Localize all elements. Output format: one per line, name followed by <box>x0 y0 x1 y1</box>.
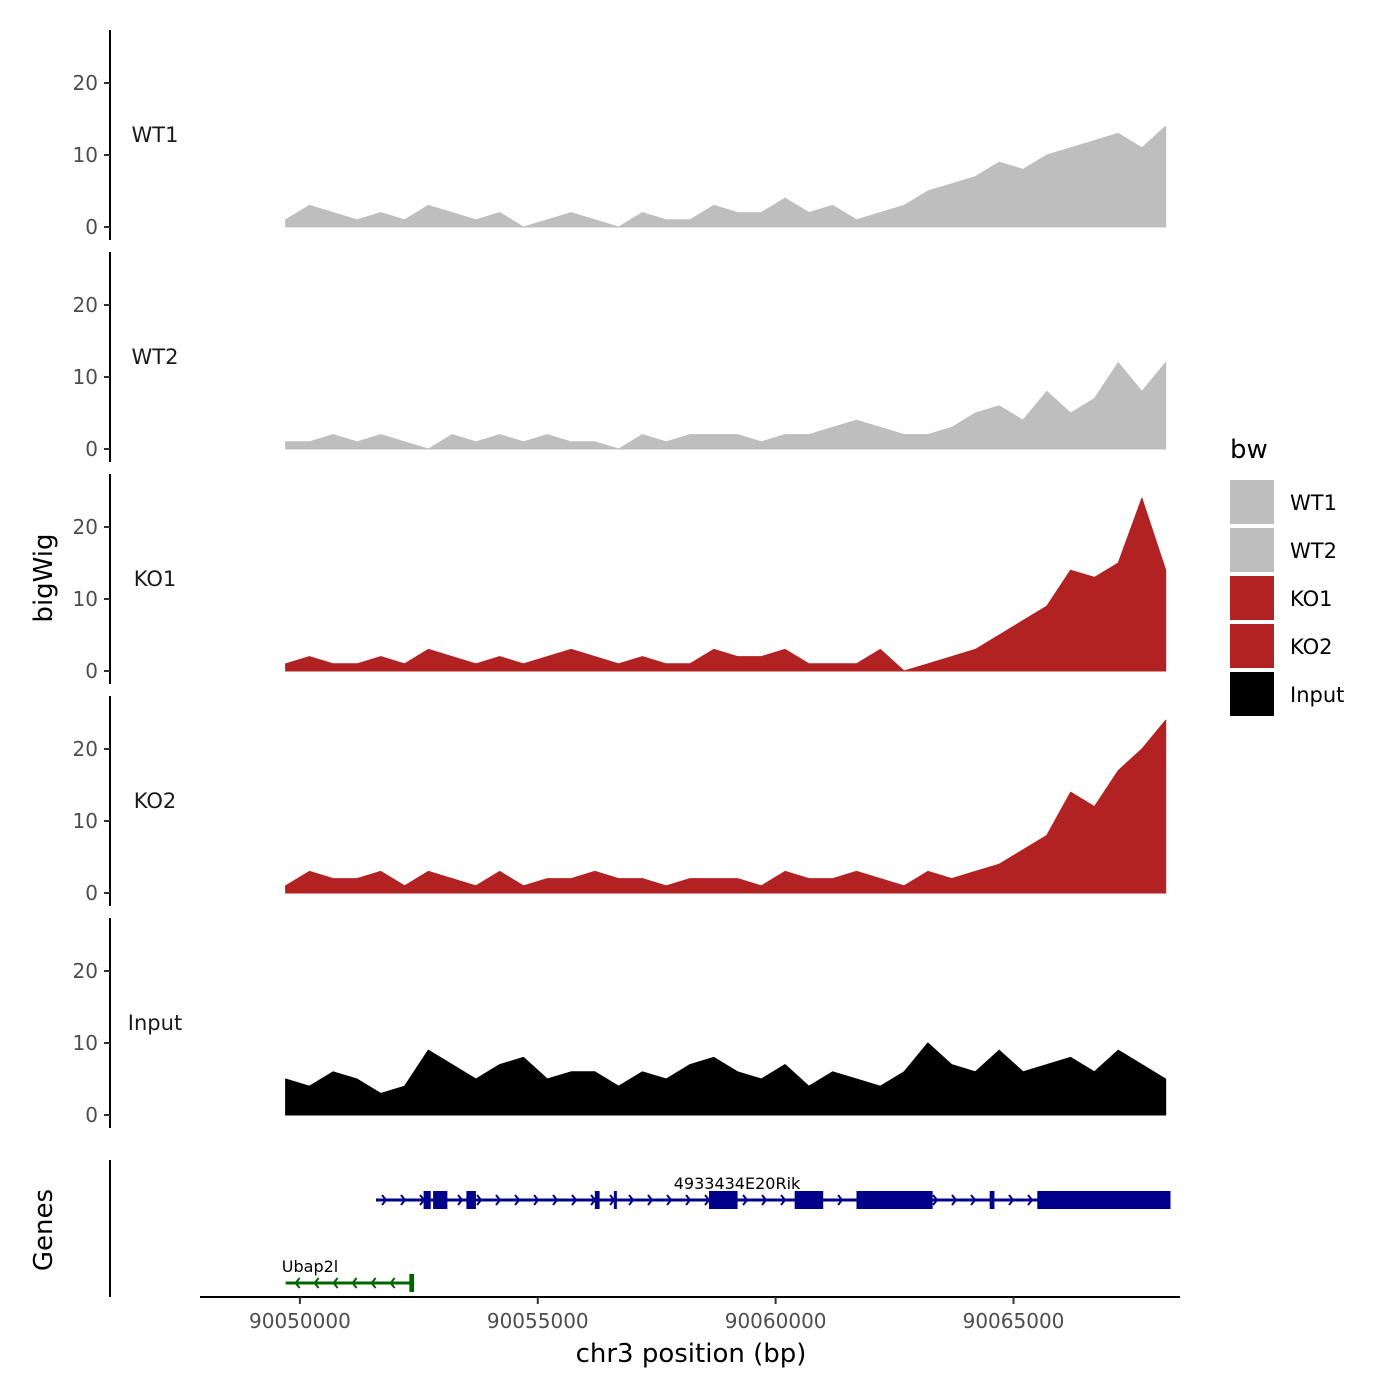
strand-arrow <box>951 1194 958 1206</box>
track-panel-wt2: 0 10 20 WT2 <box>73 252 1167 462</box>
x-tick-label: 90060000 <box>725 1309 827 1333</box>
y-tick-label: 0 <box>85 881 98 905</box>
y-tick-label: 20 <box>73 737 98 761</box>
y-tick-label: 20 <box>73 959 98 983</box>
gene-exon <box>989 1191 995 1209</box>
strand-arrow <box>400 1194 407 1206</box>
strand-arrow <box>514 1194 521 1206</box>
legend-title: bw <box>1230 435 1268 465</box>
legend-key-wt1 <box>1230 480 1274 524</box>
gene-model-ubap2l: Ubap2l <box>282 1257 415 1292</box>
legend-key-ko2 <box>1230 624 1274 668</box>
y-tick-label: 10 <box>73 365 98 389</box>
strand-arrow <box>313 1277 320 1289</box>
legend: bw WT1 WT2 KO1 KO2 Input <box>1230 435 1344 716</box>
track-panel-wt1: 0 10 20 WT1 <box>73 30 1167 240</box>
strand-arrow <box>571 1194 578 1206</box>
y-tick-label: 20 <box>73 71 98 95</box>
gene-exon <box>613 1191 617 1209</box>
strand-arrow <box>742 1194 749 1206</box>
legend-label-ko1: KO1 <box>1290 587 1333 611</box>
strand-arrow <box>457 1194 464 1206</box>
x-tick-label: 90065000 <box>963 1309 1065 1333</box>
x-axis-title: chr3 position (bp) <box>576 1339 807 1369</box>
y-tick-label: 0 <box>85 1103 98 1127</box>
track-panel-ko1: 0 10 20 KO1 <box>73 474 1167 684</box>
gene-exon <box>594 1191 600 1209</box>
strand-arrow <box>552 1194 559 1206</box>
strand-arrow <box>389 1277 396 1289</box>
strand-arrow <box>628 1194 635 1206</box>
track-panel-input: 0 10 20 Input <box>73 918 1167 1128</box>
strand-arrow <box>1027 1194 1034 1206</box>
strand-arrow <box>647 1194 654 1206</box>
legend-label-wt2: WT2 <box>1290 539 1337 563</box>
y-tick-label: 10 <box>73 143 98 167</box>
strand-arrow <box>533 1194 540 1206</box>
y-tick-label: 10 <box>73 587 98 611</box>
strand-arrow <box>685 1194 692 1206</box>
strand-arrow <box>1008 1194 1015 1206</box>
legend-key-ko1 <box>1230 576 1274 620</box>
gene-exon <box>856 1191 933 1209</box>
y-tick-label: 0 <box>85 659 98 683</box>
gene-exon <box>709 1191 738 1209</box>
strand-arrow <box>476 1194 483 1206</box>
strand-arrow <box>780 1194 787 1206</box>
strand-arrow <box>381 1194 388 1206</box>
gene-label: Ubap2l <box>282 1257 338 1276</box>
strand-arrow <box>351 1277 358 1289</box>
coverage-area-ko2 <box>285 719 1167 894</box>
legend-key-wt2 <box>1230 528 1274 572</box>
legend-label-ko2: KO2 <box>1290 635 1333 659</box>
y-tick-label: 0 <box>85 437 98 461</box>
gene-exon <box>423 1191 431 1209</box>
track-label-wt2: WT2 <box>132 345 179 369</box>
strand-arrow <box>370 1277 377 1289</box>
x-tick-label: 90055000 <box>487 1309 589 1333</box>
y-tick-label: 10 <box>73 809 98 833</box>
strand-arrow <box>932 1194 939 1206</box>
track-label-input: Input <box>128 1011 182 1035</box>
y-tick-label: 10 <box>73 1031 98 1055</box>
strand-arrow <box>970 1194 977 1206</box>
y-tick-label: 0 <box>85 215 98 239</box>
coverage-area-wt1 <box>285 125 1167 228</box>
legend-label-input: Input <box>1290 683 1344 707</box>
gene-model-4933434e20rik: 4933434E20Rik <box>376 1174 1171 1209</box>
gene-label: 4933434E20Rik <box>674 1174 801 1193</box>
gene-exon <box>1037 1191 1171 1209</box>
gene-exon <box>794 1191 824 1209</box>
genes-axis-title: Genes <box>29 1189 59 1271</box>
legend-label-wt1: WT1 <box>1290 491 1337 515</box>
strand-arrow <box>495 1194 502 1206</box>
gene-exon <box>433 1191 448 1209</box>
gene-exon <box>466 1191 476 1209</box>
y-tick-label: 20 <box>73 293 98 317</box>
coverage-area-wt2 <box>285 362 1167 450</box>
coverage-area-ko1 <box>285 497 1167 672</box>
legend-key-input <box>1230 672 1274 716</box>
track-label-ko2: KO2 <box>134 789 177 813</box>
track-label-wt1: WT1 <box>132 123 179 147</box>
strand-arrow <box>704 1194 711 1206</box>
x-axis: 90050000 90055000 90060000 90065000 <box>200 1296 1180 1333</box>
gene-exon <box>409 1274 415 1292</box>
x-tick-label: 90050000 <box>249 1309 351 1333</box>
strand-arrow <box>666 1194 673 1206</box>
strand-arrow <box>294 1277 301 1289</box>
y-tick-label: 20 <box>73 515 98 539</box>
y-axis-title: bigWig <box>29 533 59 622</box>
track-panel-ko2: 0 10 20 KO2 <box>73 696 1167 906</box>
strand-arrow <box>837 1194 844 1206</box>
track-label-ko1: KO1 <box>134 567 177 591</box>
strand-arrow <box>332 1277 339 1289</box>
coverage-area-input <box>285 1042 1167 1116</box>
tracks-layer: 0 10 20 WT1 0 10 20 WT2 0 10 20 KO1 0 10 20 KO2 0 10 20 Inp… <box>73 30 1167 1128</box>
genes-layer: 4933434E20Rik Ubap2l <box>109 1160 1171 1297</box>
strand-arrow <box>761 1194 768 1206</box>
